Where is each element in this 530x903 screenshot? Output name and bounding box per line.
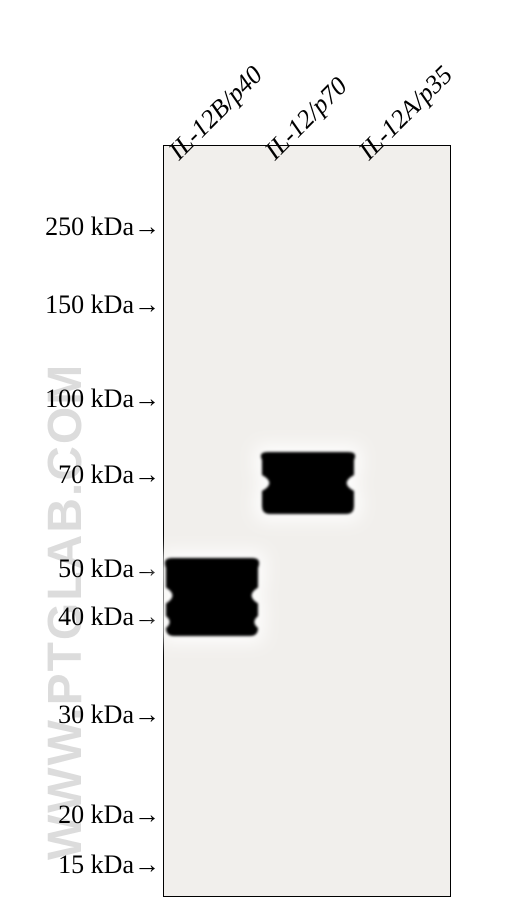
mw-label-6: 40 kDa→ [0, 602, 160, 632]
arrow-right-icon: → [134, 700, 160, 729]
mw-label-text: 20 kDa [58, 800, 134, 829]
mw-label-8: 20 kDa→ [0, 800, 160, 830]
mw-label-2: 150 kDa→ [0, 290, 160, 320]
mw-label-3: 100 kDa→ [0, 384, 160, 414]
band-lane1-core [165, 558, 259, 636]
mw-label-1: 250 kDa→ [0, 212, 160, 242]
mw-label-9: 15 kDa→ [0, 850, 160, 880]
band-lane1 [138, 530, 286, 664]
mw-label-text: 150 kDa [45, 290, 134, 319]
arrow-right-icon: → [134, 800, 160, 829]
mw-label-4: 70 kDa→ [0, 460, 160, 490]
mw-label-text: 250 kDa [45, 212, 134, 241]
watermark-text: WWW.PTGLAB.COM [38, 240, 93, 860]
mw-label-text: 100 kDa [45, 384, 134, 413]
arrow-right-icon: → [134, 850, 160, 879]
mw-label-text: 40 kDa [58, 602, 134, 631]
mw-label-5: 50 kDa→ [0, 554, 160, 584]
arrow-right-icon: → [134, 212, 160, 241]
mw-label-text: 70 kDa [58, 460, 134, 489]
arrow-right-icon: → [134, 460, 160, 489]
band-lane2 [234, 424, 382, 542]
arrow-right-icon: → [134, 384, 160, 413]
band-lane2-core [261, 452, 355, 514]
mw-label-text: 15 kDa [58, 850, 134, 879]
mw-label-7: 30 kDa→ [0, 700, 160, 730]
mw-label-text: 50 kDa [58, 554, 134, 583]
mw-label-text: 30 kDa [58, 700, 134, 729]
arrow-right-icon: → [134, 290, 160, 319]
